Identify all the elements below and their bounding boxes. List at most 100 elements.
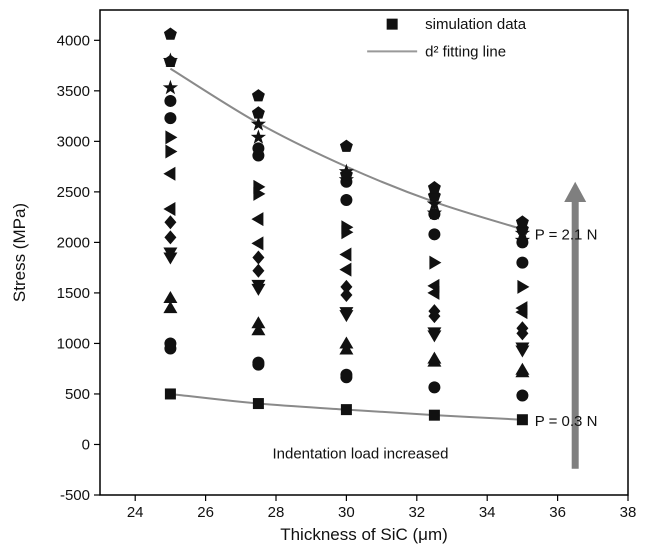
annotation-arrow-label: Indentation load increased (272, 446, 448, 463)
data-point-circle (164, 112, 177, 125)
data-point-triangle-up (339, 336, 354, 349)
data-points (162, 27, 531, 426)
data-point-triangle-right (253, 179, 266, 194)
data-point-square (428, 409, 440, 421)
x-tick-label: 38 (620, 504, 637, 521)
axes: 24 26 28 30 32 34 36 38 -500 0 500 1000 1500 2000 250… (10, 9, 636, 544)
data-point-pentagon (339, 167, 353, 181)
legend-label-simulation: simulation data (425, 16, 527, 33)
data-point-diamond (516, 321, 529, 336)
data-point-triangle-up (251, 316, 266, 329)
data-point-star (426, 205, 443, 220)
data-point-square (164, 388, 176, 400)
data-point-circle (164, 94, 177, 107)
data-point-circle (164, 337, 177, 350)
y-tick-label: 0 (82, 436, 90, 453)
data-point-diamond (252, 263, 265, 278)
data-point-triangle-right (429, 255, 442, 270)
data-point-circle (340, 193, 353, 206)
data-point-triangle-left (427, 278, 440, 293)
y-axis-title: Stress (MPa) (10, 203, 29, 302)
data-point-triangle-left (163, 202, 176, 217)
data-point-triangle-left (251, 212, 264, 227)
y-tick-label: 4000 (57, 32, 90, 49)
y-tick-label: 500 (65, 386, 90, 403)
data-point-square (340, 404, 352, 416)
data-point-diamond (340, 287, 353, 302)
annotation-bottom-load: P = 0.3 N (535, 413, 598, 430)
data-point-triangle-up (339, 342, 354, 355)
x-tick-label: 32 (408, 504, 425, 521)
data-point-diamond (252, 250, 265, 265)
y-tick-label: 1000 (57, 335, 90, 352)
x-tick-label: 36 (549, 504, 566, 521)
data-point-pentagon (251, 89, 265, 102)
data-point-triangle-left (339, 262, 352, 277)
x-tick-label: 34 (479, 504, 496, 521)
data-point-diamond (164, 230, 177, 245)
data-point-triangle-left (339, 247, 352, 262)
data-point-circle (516, 389, 529, 402)
x-tick-label: 24 (127, 504, 144, 521)
x-axis-title: Thickness of SiC (μm) (280, 525, 448, 544)
annotation-top-load: P = 2.1 N (535, 226, 598, 243)
data-point-triangle-down (163, 247, 178, 260)
load-arrow-head (564, 181, 587, 202)
y-tick-label: 2000 (57, 234, 90, 251)
data-point-diamond (428, 304, 441, 319)
y-tick-label: 2500 (57, 184, 90, 201)
y-tick-label: 3000 (57, 133, 90, 150)
plot-frame (99, 9, 629, 496)
legend-marker-square (386, 18, 398, 30)
data-point-pentagon (515, 215, 529, 228)
data-point-circle (428, 228, 441, 241)
data-point-triangle-up (515, 362, 530, 375)
x-tick-label: 26 (197, 504, 214, 521)
legend-label-fit: d² fitting line (425, 43, 506, 60)
data-point-pentagon (163, 27, 177, 40)
data-point-star (514, 232, 531, 247)
data-point-circle (252, 356, 265, 369)
data-point-circle (340, 368, 353, 381)
y-tick-label: -500 (60, 487, 90, 504)
data-point-triangle-up (427, 351, 442, 364)
fitting-lines (169, 67, 523, 421)
data-point-star (426, 196, 443, 211)
data-point-triangle-down (427, 327, 442, 340)
data-point-triangle-down (251, 279, 266, 292)
data-point-triangle-down (339, 307, 354, 320)
data-point-star (250, 129, 267, 144)
data-point-triangle-up (163, 301, 178, 314)
data-point-triangle-up (163, 290, 178, 303)
annotations: P = 2.1 N P = 0.3 N Indentation load inc… (272, 181, 598, 469)
data-point-triangle-left (163, 166, 176, 181)
legend: simulation data d² fitting line (367, 16, 527, 60)
data-point-circle (252, 142, 265, 155)
data-point-pentagon (427, 181, 441, 194)
data-point-star (250, 116, 267, 131)
y-axis-ticks: -500 0 500 1000 1500 2000 2500 3000 3500 4000 (57, 32, 100, 504)
data-point-circle (428, 381, 441, 394)
data-point-square (516, 414, 528, 426)
data-point-triangle-right (341, 220, 354, 235)
x-axis-ticks: 24 26 28 30 32 34 36 38 (127, 495, 636, 521)
data-point-triangle-down (515, 342, 530, 355)
x-tick-label: 30 (338, 504, 355, 521)
data-point-pentagon (163, 54, 177, 68)
data-point-diamond (340, 279, 353, 294)
y-tick-label: 1500 (57, 285, 90, 302)
data-point-star (162, 79, 179, 95)
data-point-triangle-right (165, 144, 178, 159)
y-tick-label: 3500 (57, 83, 90, 100)
data-point-pentagon (251, 106, 265, 119)
data-point-circle (516, 256, 529, 269)
data-point-triangle-up (251, 323, 266, 336)
data-point-triangle-left (515, 301, 528, 316)
x-tick-label: 28 (268, 504, 285, 521)
data-point-pentagon (339, 139, 353, 152)
data-point-triangle-right (165, 130, 178, 145)
data-point-square (252, 398, 264, 410)
data-point-triangle-left (251, 236, 264, 251)
data-point-diamond (164, 215, 177, 230)
